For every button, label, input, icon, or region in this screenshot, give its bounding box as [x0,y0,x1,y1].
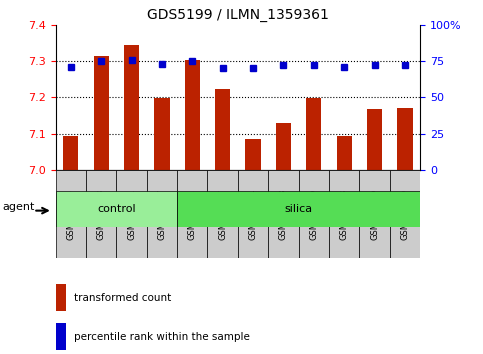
Text: GSM665752: GSM665752 [188,189,197,240]
Bar [116,170,147,258]
Text: percentile rank within the sample: percentile rank within the sample [74,332,250,342]
Text: GSM665787: GSM665787 [157,189,167,240]
Bar [147,170,177,258]
Text: agent: agent [3,202,35,212]
Bar [56,284,67,311]
Bar [154,98,170,170]
Bar [367,109,382,170]
Text: GSM665780: GSM665780 [309,189,318,240]
Bar [63,136,78,170]
Text: transformed count: transformed count [74,293,171,303]
Text: control: control [97,204,136,214]
Bar [337,136,352,170]
Text: silica: silica [284,204,313,214]
Bar [177,170,208,258]
Bar [56,191,177,227]
Bar [329,170,359,258]
Title: GDS5199 / ILMN_1359361: GDS5199 / ILMN_1359361 [147,8,329,22]
Bar [276,124,291,170]
Text: GSM665755: GSM665755 [66,189,75,240]
Text: GSM665768: GSM665768 [279,189,288,240]
Bar [94,56,109,170]
Text: GSM665757: GSM665757 [218,189,227,240]
Bar [215,89,230,170]
Bar [56,323,67,350]
Bar [185,60,200,170]
Bar [268,170,298,258]
Bar [298,170,329,258]
Text: GSM665764: GSM665764 [249,189,257,240]
Text: GSM665789: GSM665789 [370,189,379,240]
Bar [56,170,86,258]
Bar [245,139,261,170]
Text: GSM665783: GSM665783 [340,189,349,240]
Text: GSM665763: GSM665763 [97,189,106,240]
Bar [86,170,116,258]
Bar [359,170,390,258]
Bar [306,98,322,170]
Bar [208,170,238,258]
Bar [398,108,412,170]
Text: GSM665781: GSM665781 [127,189,136,240]
Bar [124,45,139,170]
Text: GSM665790: GSM665790 [400,189,410,240]
Bar [390,170,420,258]
Bar [238,170,268,258]
Bar [177,191,420,227]
